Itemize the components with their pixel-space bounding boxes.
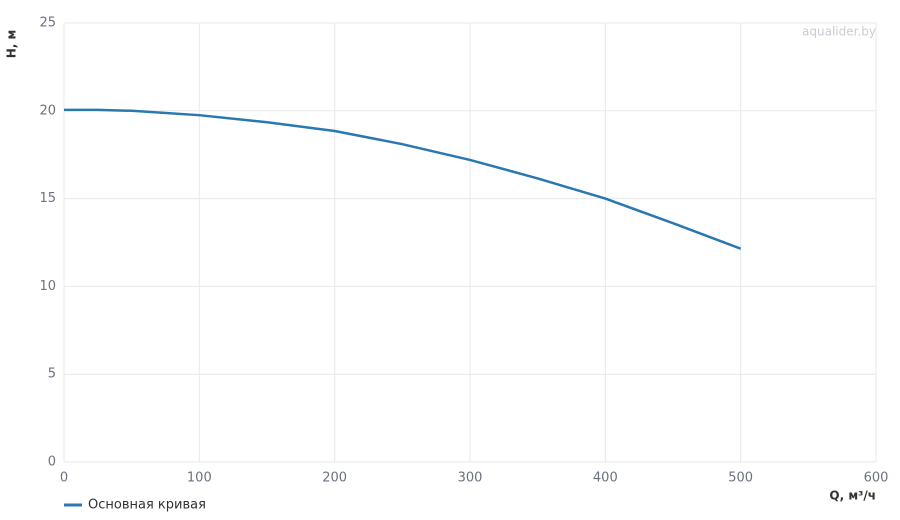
- x-tick-label: 100: [187, 471, 212, 486]
- data-line: [64, 108, 742, 250]
- y-tick-label: 25: [39, 16, 56, 31]
- y-tick-label: 10: [39, 279, 56, 294]
- y-tick-label: 0: [48, 455, 56, 470]
- watermark: aqualider.by: [802, 25, 876, 39]
- y-tick-label: 5: [48, 367, 56, 382]
- x-tick-label: 600: [864, 471, 889, 486]
- x-tick-label: 500: [728, 471, 753, 486]
- y-tick-label: 20: [39, 103, 56, 118]
- x-axis-title: Q, м³/ч: [829, 489, 876, 503]
- x-tick-label: 200: [322, 471, 347, 486]
- x-tick-label: 0: [60, 471, 68, 486]
- x-tick-label: 400: [593, 471, 618, 486]
- y-axis-title: H, м: [5, 30, 19, 59]
- y-tick-label: 15: [39, 191, 56, 206]
- x-tick-label: 300: [458, 471, 483, 486]
- legend-label: Основная кривая: [88, 498, 206, 513]
